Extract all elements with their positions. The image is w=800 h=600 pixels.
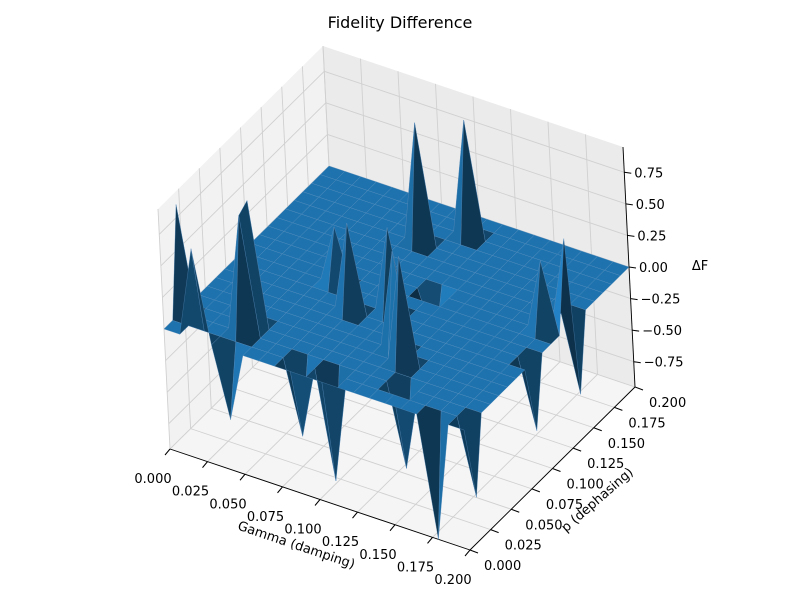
z-tick-mark [633, 361, 641, 364]
x-tick-label: 0.125 [322, 535, 359, 550]
y-tick-label: 0.100 [567, 478, 604, 493]
y-axis-ticks: 0.000 0.025 0.050 0.075 0.100 0.125 0.150 0.175… [469, 386, 686, 574]
z-tick-label: −0.75 [644, 356, 684, 371]
y-tick-label: 0.200 [649, 396, 686, 411]
y-tick-mark [490, 529, 499, 534]
x-tick-label: 0.075 [247, 510, 284, 525]
y-tick-label: 0.175 [628, 416, 665, 431]
z-tick-label: 0.75 [634, 166, 663, 181]
x-tick-label: 0.000 [134, 472, 171, 487]
y-tick-mark [593, 427, 602, 432]
y-tick-label: 0.075 [546, 498, 583, 513]
grid-line-z-back [324, 70, 625, 173]
x-tick-label: 0.100 [284, 523, 321, 538]
grid-line-z-back [327, 133, 628, 236]
z-axis-ticks: −0.75 −0.50 −0.25 0.00 0.25 0.50 0.75 [624, 166, 684, 371]
x-axis-ticks: 0.0000.0250.0500.0750.1000.1250.1500.175… [134, 448, 472, 588]
z-tick-mark [627, 234, 635, 237]
y-tick-label: 0.150 [608, 437, 645, 452]
y-tick-label: 0.025 [505, 539, 542, 554]
x-tick-mark [277, 486, 283, 494]
y-tick-mark [469, 549, 479, 554]
z-tick-label: 0.00 [639, 261, 668, 276]
y-tick-mark [531, 488, 541, 493]
x-tick-mark [464, 549, 471, 557]
surface-mesh [163, 119, 630, 540]
y-tick-mark [572, 447, 582, 452]
y-tick-mark [511, 508, 520, 513]
x-tick-mark [239, 473, 246, 481]
y-tick-label: 0.000 [484, 559, 521, 574]
z-tick-label: −0.50 [642, 324, 682, 339]
chart-title: Fidelity Difference [328, 13, 473, 32]
x-tick-label: 0.150 [359, 548, 396, 563]
grid-line-y-floor [211, 407, 512, 510]
z-tick-label: 0.50 [636, 198, 665, 213]
grid-line-z-left [160, 102, 327, 267]
z-tick-mark [632, 329, 640, 332]
x-tick-label: 0.200 [434, 573, 471, 588]
y-tick-mark [552, 468, 561, 472]
x-tick-label: 0.025 [172, 485, 209, 500]
x-tick-mark [164, 448, 171, 456]
y-tick-label: 0.125 [587, 457, 624, 472]
y-tick-mark [634, 386, 644, 391]
x-tick-mark [427, 537, 433, 544]
z-axis-label: ΔF [692, 259, 708, 274]
grid-line-z-left [158, 70, 325, 235]
x-tick-mark [389, 524, 396, 532]
grid-line-y-floor [231, 387, 533, 490]
x-tick-mark [352, 511, 358, 519]
x-tick-label: 0.175 [397, 560, 434, 575]
x-tick-mark [202, 461, 208, 468]
z-tick-label: −0.25 [641, 293, 681, 308]
y-tick-label: 0.050 [525, 518, 562, 533]
x-tick-label: 0.050 [209, 497, 246, 512]
grid-line-z-back [325, 102, 626, 205]
z-tick-mark [630, 298, 638, 301]
z-tick-label: 0.25 [637, 229, 666, 244]
surface-quad [448, 415, 477, 498]
z-tick-mark [624, 171, 632, 174]
y-tick-mark [614, 406, 623, 411]
x-tick-mark [314, 499, 321, 506]
z-tick-mark [628, 266, 637, 269]
z-tick-mark [625, 203, 633, 206]
